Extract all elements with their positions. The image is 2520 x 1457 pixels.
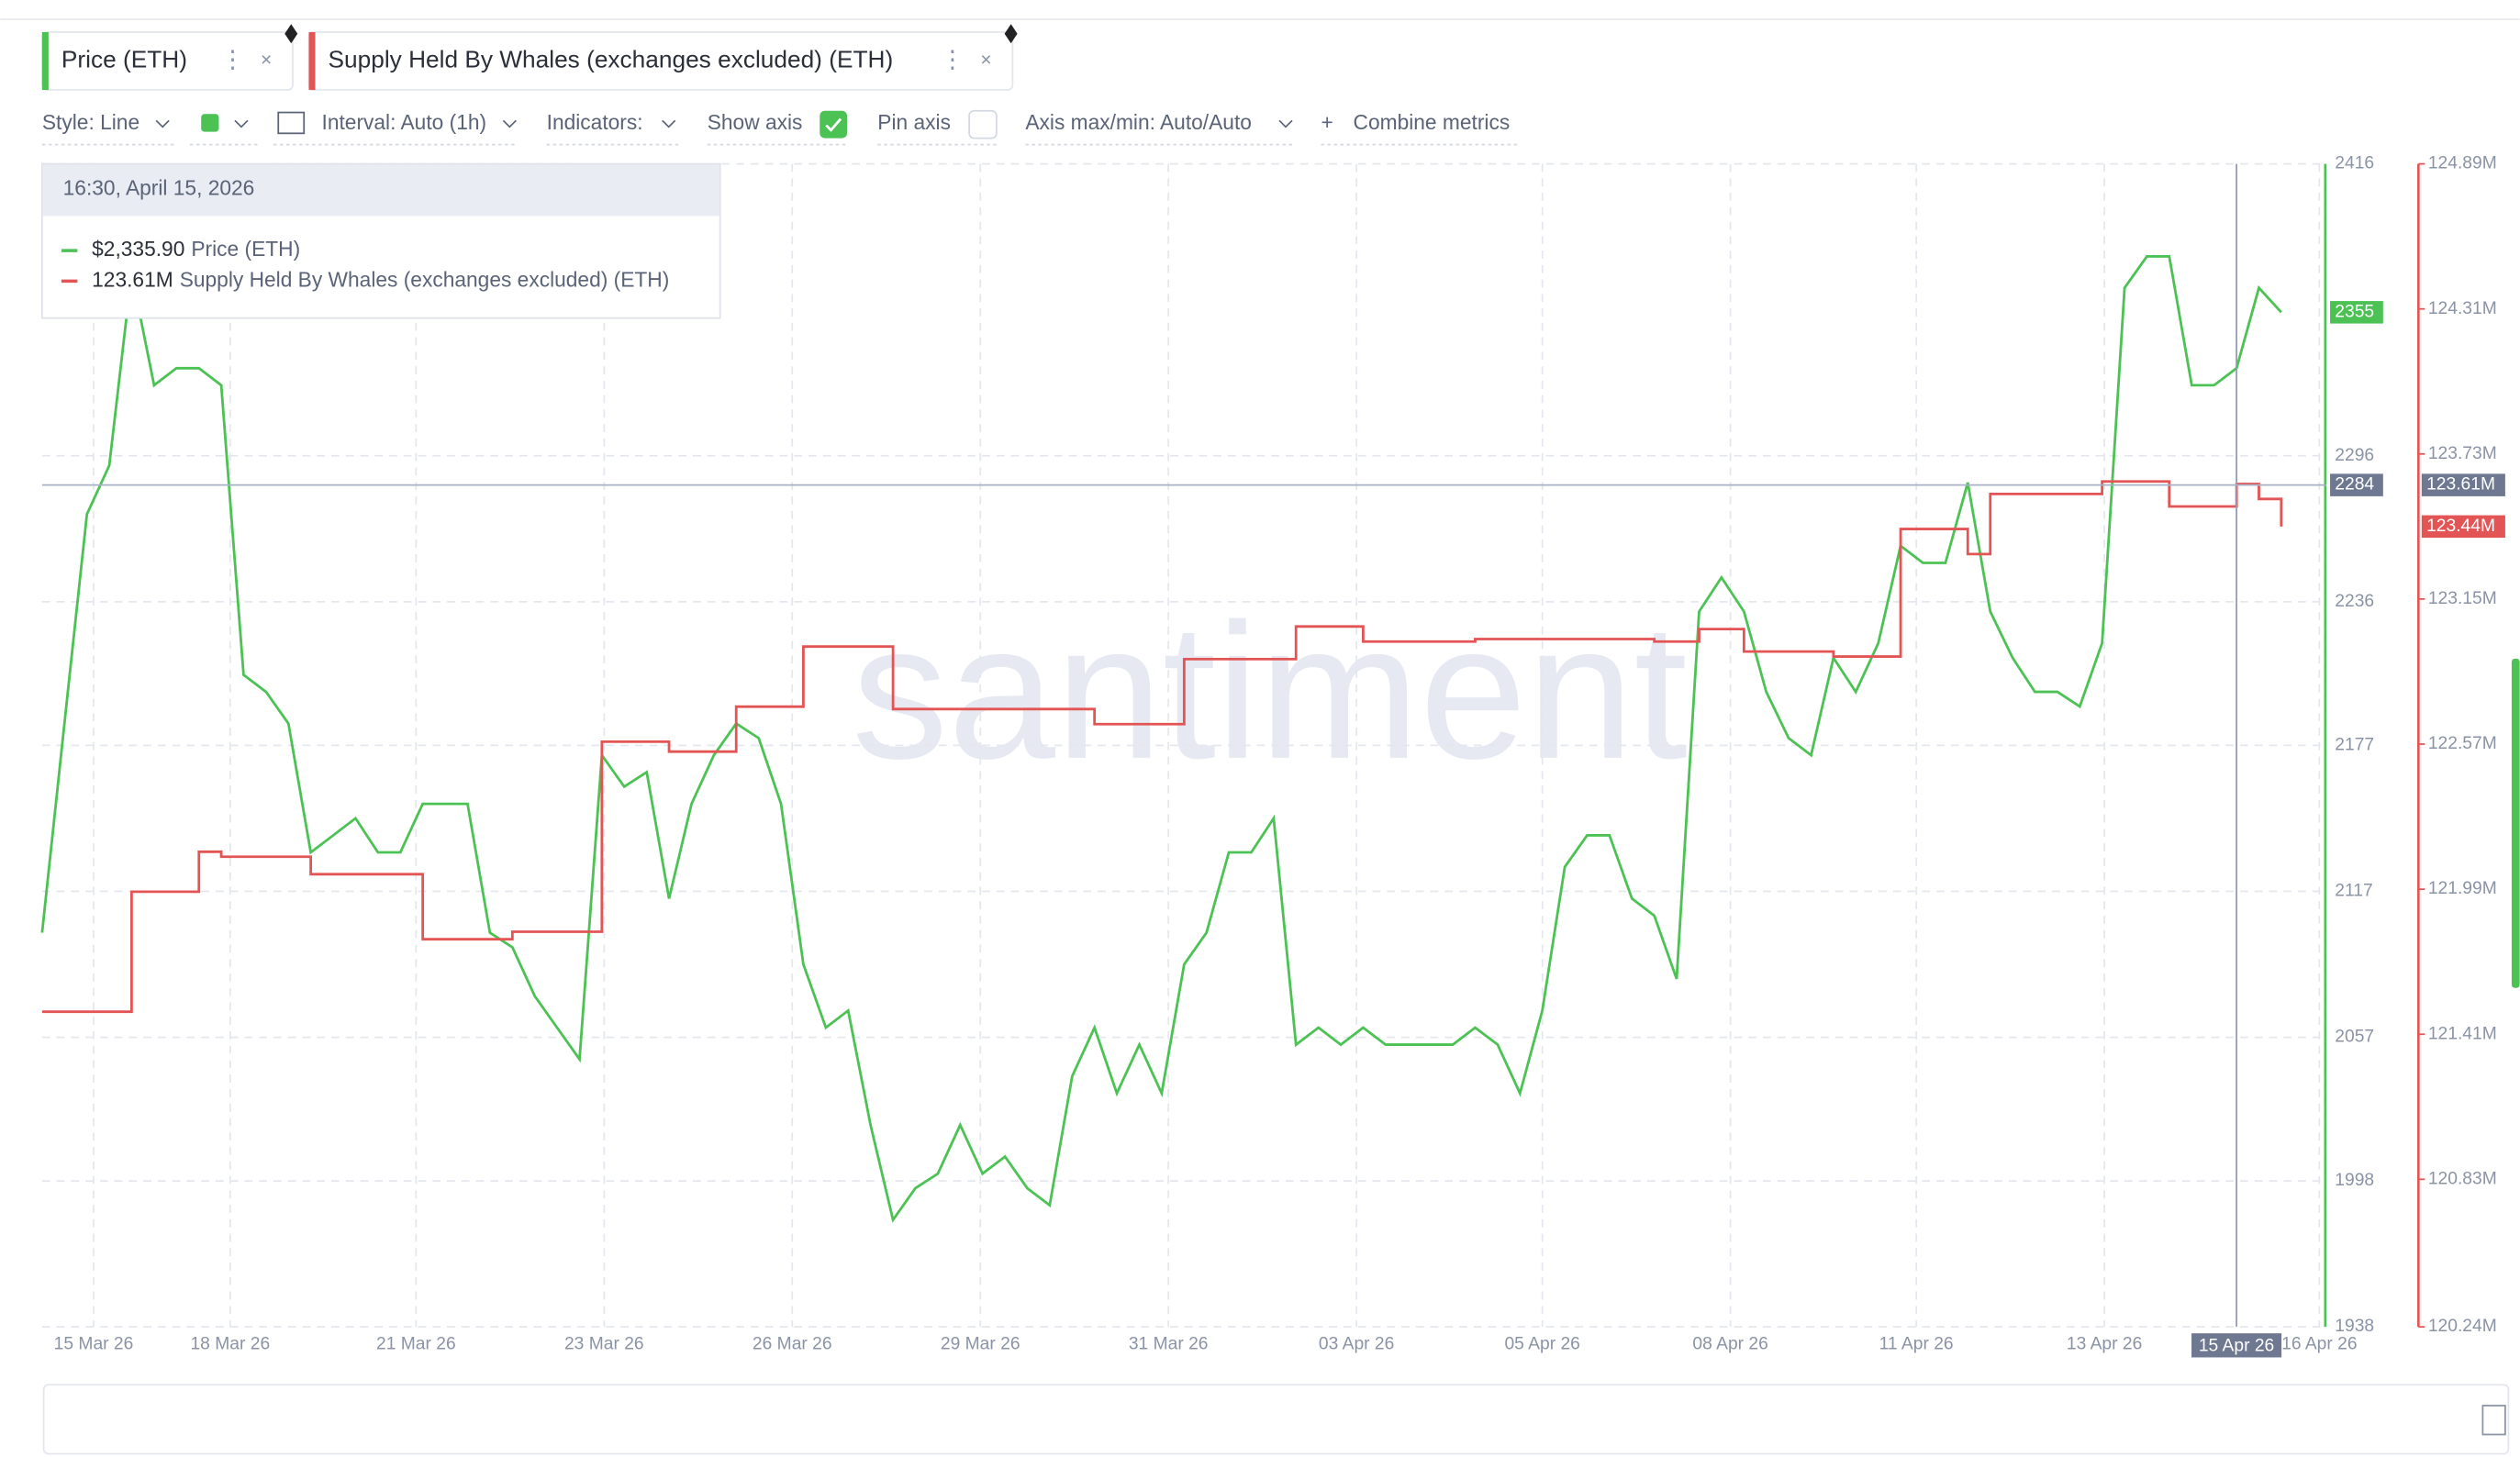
last-value-label: 2355 <box>2335 302 2374 321</box>
tab-close[interactable]: × <box>980 50 991 71</box>
tooltip-header <box>42 164 719 217</box>
y-tick-label: 2117 <box>2335 882 2372 901</box>
tooltip-name: Price (ETH) <box>191 237 300 261</box>
x-tick-label: 23 Mar 26 <box>564 1335 644 1354</box>
check <box>825 117 842 132</box>
crosshair-y-label: 2284 <box>2335 475 2374 495</box>
x-tick-label: 18 Mar 26 <box>190 1335 270 1354</box>
tooltip-row: 123.61M Supply Held By Whales (exchanges … <box>92 267 669 291</box>
x-tick-label: 21 Mar 26 <box>376 1335 456 1354</box>
x-tick-label: 26 Mar 26 <box>753 1335 832 1354</box>
tooltip-value: 123.61M <box>92 267 173 291</box>
y2-tick-label: 123.73M <box>2428 444 2497 463</box>
last-value-badge <box>2421 515 2505 539</box>
x-tick-label: 16 Apr 26 <box>2281 1335 2357 1354</box>
tab-close[interactable]: × <box>261 50 272 71</box>
crosshair-x-label: 15 Apr 26 <box>2199 1336 2274 1355</box>
x-tick-label: 05 Apr 26 <box>1504 1335 1579 1354</box>
y-tick-label: 1998 <box>2335 1171 2374 1190</box>
plus: + <box>1321 110 1333 134</box>
toolbar: Style: Line Interval: Auto (1h) Indicato… <box>42 109 1518 146</box>
chevrons <box>155 119 1293 128</box>
x-tick-label: 29 Mar 26 <box>941 1335 1020 1354</box>
y-tick-label: 2236 <box>2335 592 2374 611</box>
style[interactable]: Style: Line <box>42 110 139 134</box>
y-tick-label: 2177 <box>2335 735 2374 754</box>
show-axis[interactable]: Show axis <box>708 110 803 134</box>
series-line <box>41 480 2283 1014</box>
crosshair-y2-badge <box>2421 473 2505 496</box>
tooltip-name: Supply Held By Whales (exchanges exclude… <box>180 267 670 291</box>
x-tick-label: 15 Mar 26 <box>54 1335 134 1354</box>
x-tick-label: 31 Mar 26 <box>1129 1335 1209 1354</box>
pin-axis[interactable]: Pin axis <box>877 110 951 134</box>
tab-label: Supply Held By Whales (exchanges exclude… <box>329 45 894 72</box>
crosshair-y-badge <box>2330 473 2383 496</box>
watermark: santiment <box>852 584 1688 799</box>
y2-tick-label: 122.57M <box>2428 734 2497 753</box>
tab-color <box>41 32 49 91</box>
color-picker[interactable] <box>201 114 219 132</box>
last-value-label: 123.44M <box>2426 517 2495 536</box>
y-tick-label: 2057 <box>2335 1028 2374 1047</box>
checkbox-checked[interactable] <box>820 110 848 139</box>
x-tick-label: 13 Apr 26 <box>2067 1335 2142 1354</box>
scroll-indicator[interactable] <box>2511 658 2520 988</box>
x-tick-label: 08 Apr 26 <box>1692 1335 1767 1354</box>
checkbox[interactable] <box>968 109 998 139</box>
indicators[interactable]: Indicators: <box>547 110 643 134</box>
axis-minmax[interactable]: Axis max/min: Auto/Auto <box>1025 110 1252 134</box>
navigator-handle[interactable] <box>2481 1405 2506 1436</box>
crosshair-y2-label: 123.61M <box>2426 475 2495 495</box>
y2-tick-label: 120.24M <box>2428 1317 2497 1336</box>
tab-menu[interactable]: ⋮ <box>941 45 965 72</box>
last-value-badge <box>2330 301 2383 324</box>
crosshair-x-badge <box>2191 1333 2282 1358</box>
y-tick-label: 2296 <box>2335 446 2374 465</box>
tab-color <box>308 32 316 91</box>
y2-tick-label: 124.89M <box>2428 154 2497 173</box>
interval[interactable]: Interval: Auto (1h) <box>322 110 487 134</box>
y2-tick-label: 121.99M <box>2428 879 2497 898</box>
tab-label: Price (ETH) <box>61 45 187 72</box>
y-tick-label: 2416 <box>2335 154 2374 173</box>
tooltip-title: 16:30, April 15, 2026 <box>63 176 255 200</box>
interval-icon <box>277 111 306 135</box>
y2-tick-label: 120.83M <box>2428 1169 2497 1188</box>
tab-menu[interactable]: ⋮ <box>220 45 244 72</box>
y2-tick-label: 124.31M <box>2428 299 2497 318</box>
series-line <box>40 255 2282 1223</box>
x-tick-label: 03 Apr 26 <box>1319 1335 1394 1354</box>
navigator[interactable] <box>42 1384 2510 1455</box>
metric-tabs: Price (ETH) ⋮ × Supply Held By Whales (e… <box>40 24 1018 91</box>
x-tick-label: 11 Apr 26 <box>1879 1335 1954 1354</box>
tooltip-value: $2,335.90 <box>92 237 184 261</box>
y-tick-label: 1938 <box>2335 1317 2374 1336</box>
y2-tick-label: 121.41M <box>2428 1024 2497 1043</box>
combine-metrics[interactable]: Combine metrics <box>1354 110 1511 134</box>
y2-tick-label: 123.15M <box>2428 589 2497 608</box>
tooltip-row: $2,335.90 Price (ETH) <box>92 237 300 261</box>
